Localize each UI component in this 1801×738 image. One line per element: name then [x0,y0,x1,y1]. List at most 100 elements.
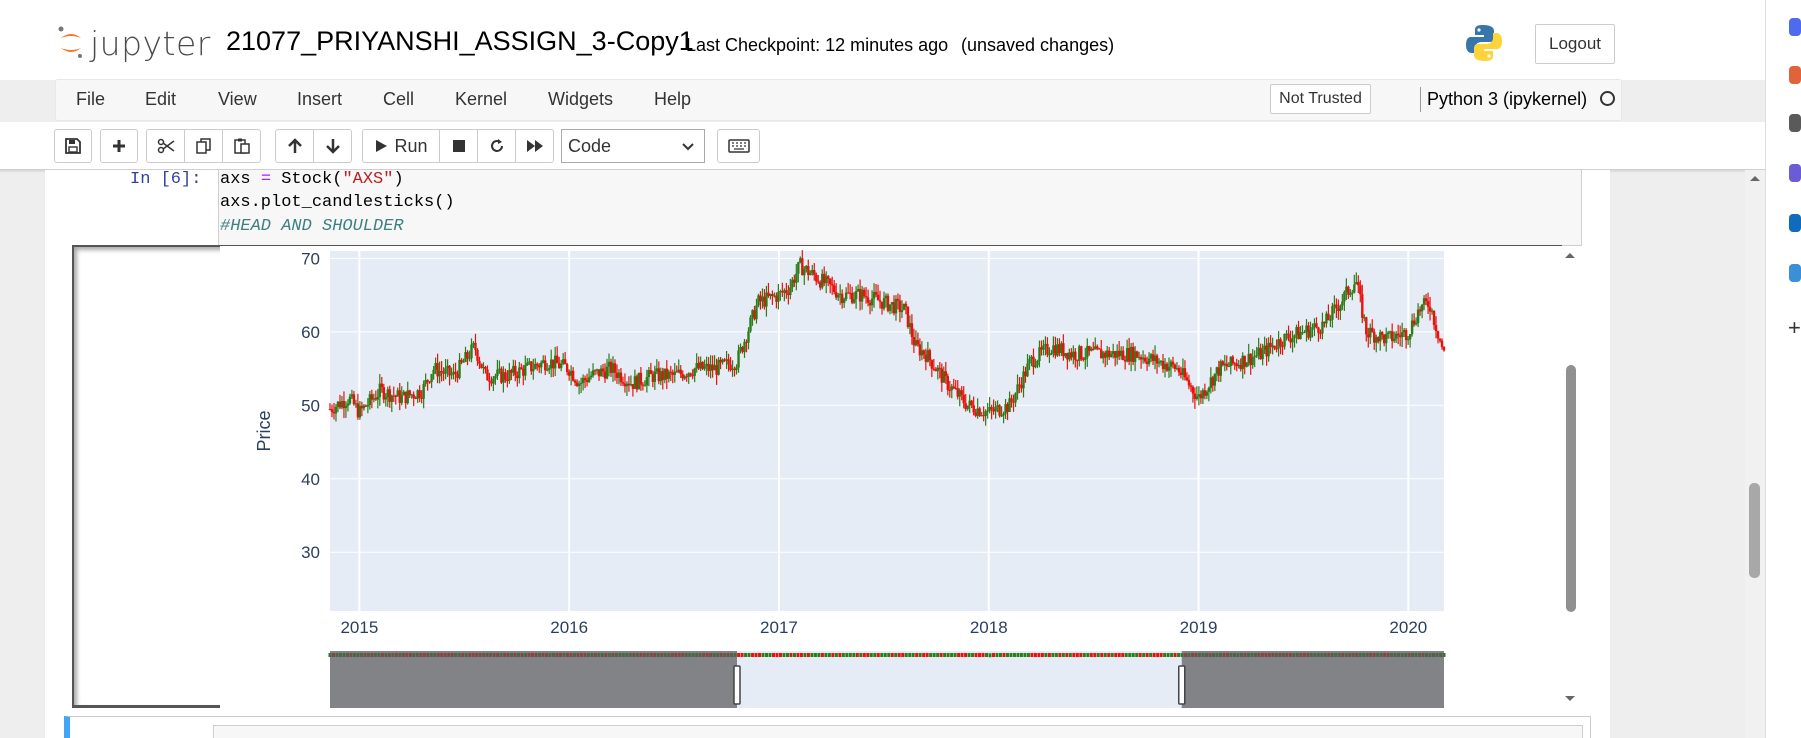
candle-body [1115,350,1119,358]
sidebar-people-icon[interactable] [1789,114,1801,132]
range-mask-right [1181,651,1444,708]
sidebar-briefcase-icon[interactable] [1789,66,1801,84]
range-candle [778,653,782,657]
scroll-up-icon[interactable] [1564,251,1576,259]
menu-edit[interactable]: Edit [145,89,177,109]
candle-body [1060,343,1063,354]
python-logo-icon [1466,25,1502,61]
menu-insert[interactable]: Insert [297,89,343,109]
candle-body [372,398,376,400]
page-scroll-up-icon[interactable] [1749,174,1761,182]
candle-body [739,347,742,351]
restart-button[interactable] [477,129,516,163]
range-slider[interactable] [328,651,1446,708]
move-up-button[interactable] [275,129,314,163]
candle-body [625,383,629,387]
sidebar-app-icon-1[interactable] [1789,18,1801,36]
paste-button[interactable] [222,129,261,163]
candle-body [1040,347,1043,350]
range-candle [862,653,866,657]
jupyter-logo-icon [58,26,82,58]
output-scrollbar-thumb[interactable] [1566,365,1576,612]
candle-body [1275,348,1278,350]
range-candle [908,653,912,657]
menu-kernel[interactable]: Kernel [455,89,508,109]
sidebar-add-icon[interactable]: + [1788,315,1801,340]
copy-button[interactable] [184,129,223,163]
candle-body [334,406,338,414]
candle-body [1381,332,1384,335]
candle-body [603,371,607,379]
candle-body [488,380,491,382]
candle-body [1247,353,1250,364]
candle-body [1321,321,1324,334]
candle-body [551,359,555,369]
jupyter-logo[interactable]: jupyter [58,20,211,66]
range-candle [1100,653,1104,657]
code-cell-input[interactable] [218,170,1582,246]
candle-body [745,341,748,343]
candle-body [1357,281,1360,286]
sidebar-send-icon[interactable] [1789,264,1801,282]
not-trusted-button[interactable]: Not Trusted [1270,84,1371,114]
candle-body [1022,371,1025,389]
range-candle [1131,653,1135,657]
candle-body [1129,346,1133,362]
range-candle [873,653,877,657]
kernel-name[interactable]: Python 3 (ipykernel) [1427,89,1588,109]
candle-body [972,405,975,413]
sidebar-outlook-icon[interactable] [1789,214,1801,232]
cell-type-select[interactable]: Code [561,129,705,163]
candle-body [1351,292,1354,294]
menu-help[interactable]: Help [654,89,692,109]
candle-body [1139,357,1143,360]
range-candle [1107,653,1111,657]
candle-body [928,350,932,361]
candlestick-chart[interactable]: 30 40 50 60 70 2015 2016 2017 2018 2019 2020 Pric… [220,246,1555,708]
scroll-down-icon[interactable] [1564,695,1576,703]
candle-body [940,368,944,383]
next-cell-input[interactable] [213,725,1583,738]
candle-body [1404,330,1408,341]
candle-body [838,293,842,295]
range-candle [782,653,786,657]
range-candle [848,653,852,657]
candle-body [1329,319,1332,321]
candle-body [675,371,678,373]
range-candle [1019,653,1023,657]
cut-button[interactable] [146,129,185,163]
candle-body [1414,323,1418,325]
range-candle [922,653,926,657]
page-scrollbar-thumb[interactable] [1749,483,1760,578]
interrupt-button[interactable] [439,129,478,163]
menu-cell[interactable]: Cell [383,89,415,109]
candle-body [1002,413,1005,416]
range-candle [792,653,796,657]
candle-body [581,378,585,383]
candle-body [717,359,720,375]
range-candle [1142,653,1146,657]
save-button[interactable] [54,129,92,163]
move-down-button[interactable] [313,129,352,163]
candle-body [1428,306,1432,312]
insert-cell-button[interactable] [100,129,138,163]
candle-body [538,365,541,368]
candle-body [896,298,900,301]
range-candle [869,653,873,657]
restart-run-all-button[interactable] [515,129,554,163]
candle-body [522,368,525,376]
menu-widgets[interactable]: Widgets [548,89,614,109]
run-button[interactable]: Run [362,129,440,163]
candle-body [1406,339,1410,341]
range-candle [1110,653,1114,657]
sidebar-copilot-icon[interactable] [1789,164,1801,182]
candle-body [402,391,405,396]
page-scrollbar[interactable] [1745,170,1765,738]
notebook-title[interactable]: 21077_PRIYANSHI_ASSIGN_3-Copy1 [226,26,694,56]
candle-body [1149,354,1153,359]
menu-file[interactable]: File [76,89,106,109]
menu-view[interactable]: View [218,89,257,109]
logout-button[interactable]: Logout [1535,24,1615,64]
x-tick-label: 2018 [970,618,1008,637]
command-palette-button[interactable] [717,129,760,163]
